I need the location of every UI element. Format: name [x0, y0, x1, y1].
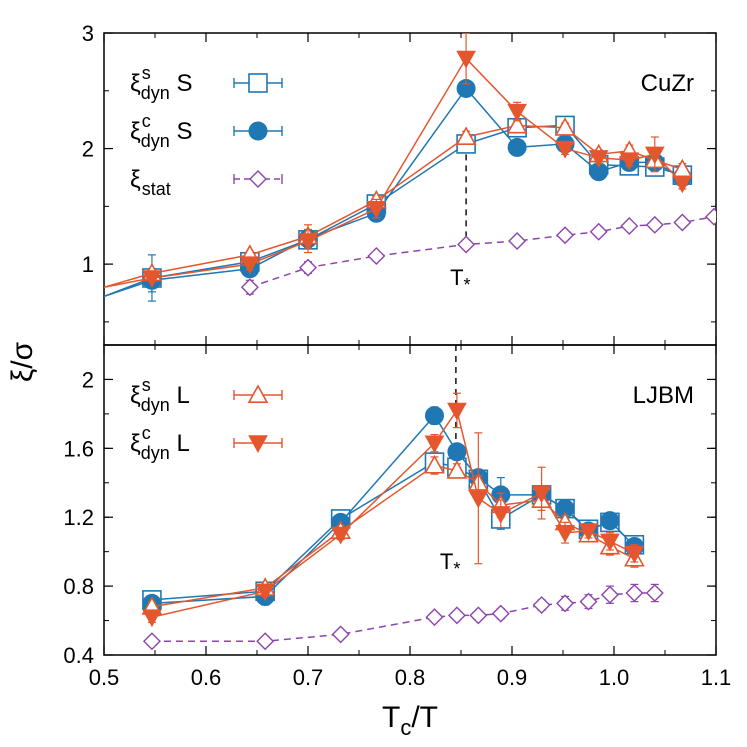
data-point	[424, 406, 444, 426]
data-point	[507, 137, 527, 157]
y-axis-label: ξ/σ	[6, 341, 39, 382]
x-axis-label: Tc/T	[382, 701, 438, 740]
data-point	[556, 226, 575, 245]
y-tick-label: 2	[82, 367, 94, 392]
data-point	[620, 216, 639, 235]
data-point	[556, 594, 575, 613]
legend-label: ξs dyn S	[130, 63, 192, 103]
data-point	[424, 454, 445, 474]
data-point	[619, 152, 640, 171]
y-tick-label: 0.8	[63, 574, 94, 599]
y-tick-label: 3	[82, 21, 94, 46]
plot-frame	[103, 344, 717, 656]
data-point	[142, 632, 161, 651]
data-point	[554, 117, 576, 136]
data-point	[455, 126, 477, 145]
data-point	[578, 523, 599, 542]
tstar-label: T*	[440, 549, 460, 579]
x-axis-title: Tc/T	[382, 701, 438, 740]
data-point	[673, 213, 692, 232]
series-group	[104, 33, 716, 302]
data-point	[298, 233, 318, 252]
data-point	[555, 140, 575, 159]
x-tick-label: 0.5	[89, 665, 120, 690]
data-point	[645, 584, 664, 602]
legend-marker	[249, 170, 267, 188]
data-point	[589, 222, 608, 241]
data-point	[531, 485, 552, 504]
data-point	[299, 258, 317, 277]
data-point	[507, 103, 527, 122]
legend-marker	[247, 384, 269, 404]
data-point	[425, 608, 444, 627]
data-point	[240, 256, 260, 275]
legend-label: ξs dyn L	[130, 375, 190, 415]
x-tick-label: 1.0	[599, 665, 630, 690]
x-tick-label: 0.6	[191, 665, 222, 690]
data-point	[366, 200, 387, 219]
legend-marker	[248, 73, 268, 93]
data-point	[447, 442, 467, 462]
data-point	[579, 592, 598, 611]
data-point	[490, 506, 511, 524]
y-tick-label: 1.2	[63, 505, 94, 530]
y-tick-label: 1	[82, 252, 94, 277]
data-point	[446, 460, 468, 479]
data-point	[331, 625, 350, 644]
data-point	[704, 207, 716, 226]
data-point	[367, 247, 386, 266]
data-point	[469, 606, 488, 625]
data-point	[508, 232, 527, 250]
x-tick-label: 0.9	[497, 665, 528, 690]
data-point	[532, 596, 551, 615]
panel-label: CuZr	[641, 70, 694, 97]
legend-marker	[248, 121, 268, 141]
x-axis: 0.5 0.6 0.7 0.8 0.9 1.0 1.1	[89, 665, 732, 690]
legend-label: ξc dyn L	[130, 423, 190, 463]
data-point	[625, 584, 644, 602]
data-point	[142, 270, 162, 289]
data-point	[600, 511, 620, 531]
data-point	[645, 215, 664, 234]
data-point	[447, 606, 466, 625]
y-tick-label: 1.6	[63, 436, 94, 461]
data-point	[240, 278, 259, 297]
legend-label: ξc dyn S	[130, 111, 192, 151]
x-tick-label: 0.7	[293, 665, 324, 690]
bottom-panel: 0.4 0.8 1.2 1.6 2 T* LJBM ξs dyn L ξc dyn L	[63, 344, 717, 668]
tstar-label: T*	[450, 265, 470, 295]
data-point	[600, 585, 619, 604]
data-point	[256, 632, 275, 651]
data-point	[506, 114, 528, 134]
data-point	[491, 604, 510, 623]
series-group	[141, 392, 664, 651]
data-point	[457, 235, 476, 254]
legend-marker	[248, 435, 268, 454]
x-tick-label: 0.8	[395, 665, 426, 690]
data-point	[672, 175, 693, 194]
y-tick-label: 2	[82, 137, 94, 162]
top-panel: 1 2 3 T* CuZr ξs dyn S ξc dyn S ξstat	[82, 21, 717, 346]
x-tick-label: 1.1	[701, 665, 732, 690]
data-point	[600, 533, 620, 552]
data-point	[424, 435, 445, 454]
data-point	[555, 525, 575, 543]
data-point	[456, 50, 476, 69]
plot-frame	[103, 32, 717, 346]
data-point	[142, 609, 162, 628]
data-point	[330, 526, 351, 545]
data-point	[447, 402, 467, 421]
data-point	[644, 146, 665, 165]
y-tick-label: 0.4	[63, 643, 94, 668]
panel-label: LJBM	[633, 382, 694, 409]
data-point	[624, 545, 645, 564]
series-line	[249, 215, 715, 288]
data-point	[588, 150, 609, 168]
legend-label: ξstat	[130, 166, 171, 199]
data-point	[255, 583, 276, 602]
data-point	[468, 490, 489, 509]
